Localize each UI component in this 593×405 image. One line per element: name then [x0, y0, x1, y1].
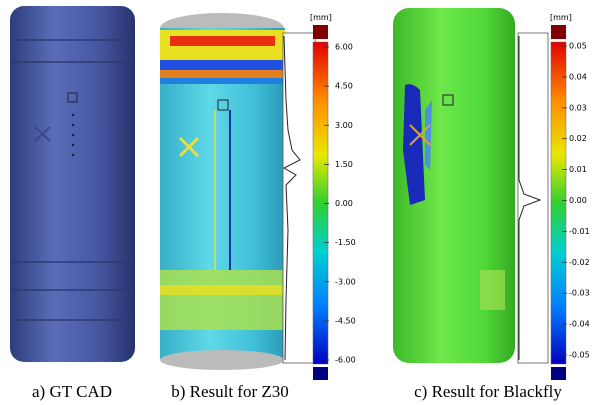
- scale-label: -0.02: [569, 258, 590, 267]
- scale-label: 4.50: [335, 82, 353, 91]
- unit-label: [mm]: [550, 13, 572, 22]
- histogram: [518, 33, 548, 363]
- scale-label: -0.05: [569, 351, 590, 360]
- colorbar-b: [313, 25, 328, 380]
- scale-label: -0.04: [569, 320, 590, 329]
- scale-label: -4.50: [335, 316, 356, 325]
- z30-model: [160, 13, 285, 370]
- scale-label: 0.00: [335, 199, 353, 208]
- scale-label: 1.50: [335, 160, 353, 169]
- scale-label: 0.03: [569, 103, 587, 112]
- scale-label: 0.05: [569, 42, 587, 51]
- figure: [mm] [mm] a) GT CAD b) Result for Z30 c)…: [0, 0, 593, 405]
- scale-label: -1.50: [335, 238, 356, 247]
- scale-label: -0.03: [569, 289, 590, 298]
- scale-label: 0.01: [569, 165, 587, 174]
- scale-label: 0.00: [569, 196, 587, 205]
- cad-model: [10, 6, 135, 362]
- blackfly-model: [393, 8, 515, 363]
- scale-label: -6.00: [335, 356, 356, 365]
- histogram: [283, 33, 315, 363]
- caption: c) Result for Blackfly: [414, 382, 562, 401]
- caption: a) GT CAD: [32, 382, 112, 401]
- scale-label: -0.01: [569, 227, 590, 236]
- unit-label: [mm]: [310, 13, 332, 22]
- scale-label: -3.00: [335, 277, 356, 286]
- scale-label: 0.02: [569, 134, 587, 143]
- scale-label: 6.00: [335, 43, 353, 52]
- colorbar-c: [551, 25, 566, 380]
- scale-label: 0.04: [569, 72, 587, 81]
- scale-label: 3.00: [335, 121, 353, 130]
- caption: b) Result for Z30: [171, 382, 289, 401]
